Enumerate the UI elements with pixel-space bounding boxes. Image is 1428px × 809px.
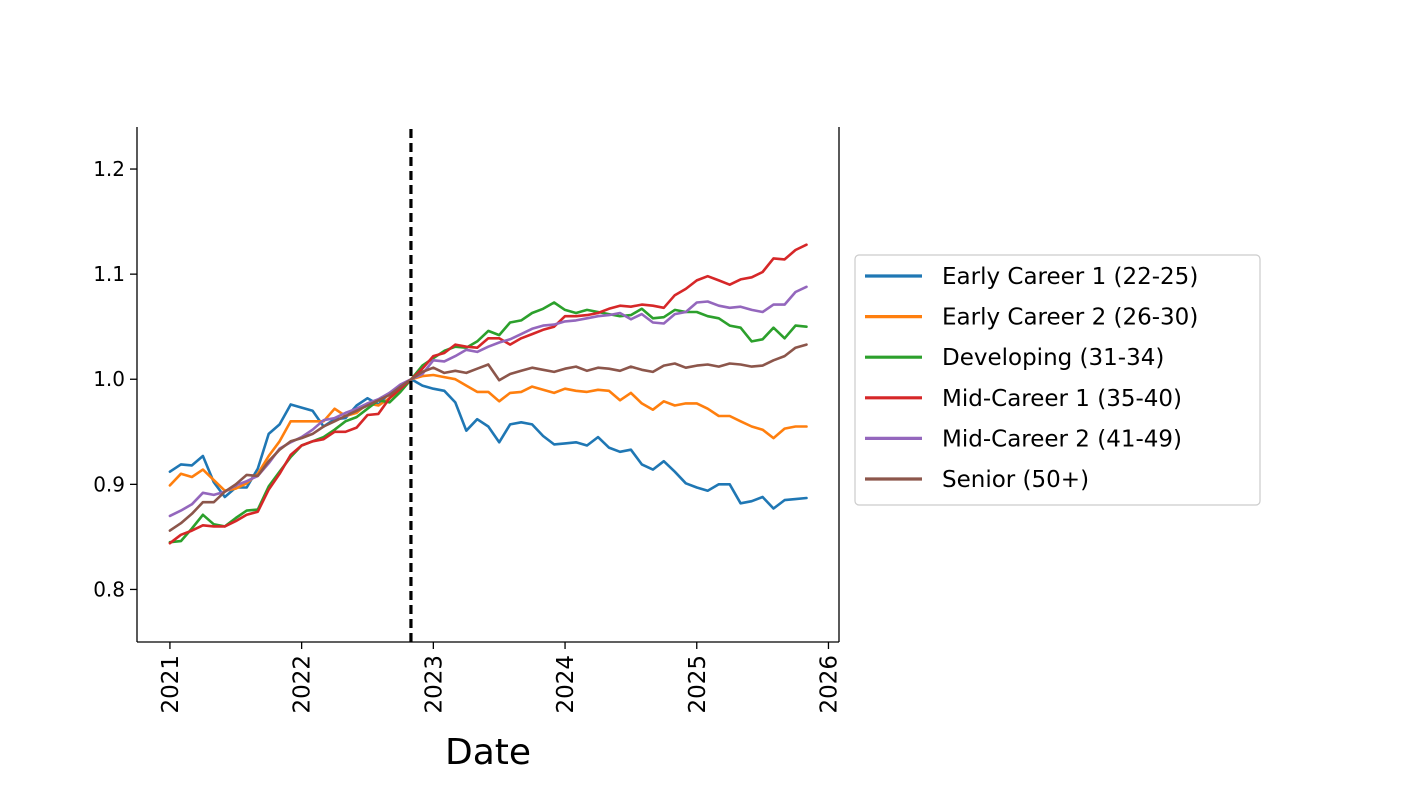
legend-label: Mid-Career 2 (41-49) <box>942 426 1182 452</box>
y-axis-ticks: 0.8 0.9 1.0 1.1 1.2 <box>93 157 137 601</box>
x-tick-label: 2024 <box>553 655 579 714</box>
series-line-5 <box>168 285 808 518</box>
legend-label: Early Career 1 (22-25) <box>942 264 1198 290</box>
x-tick-label: 2022 <box>290 655 316 714</box>
y-tick-label: 1.1 <box>93 262 125 286</box>
y-tick-label: 0.8 <box>93 577 125 601</box>
series-line-4 <box>168 243 808 545</box>
series-line-2 <box>168 373 808 492</box>
x-tick-label: 2023 <box>421 655 447 714</box>
legend-frame <box>854 254 1261 506</box>
legend-label: Mid-Career 1 (35-40) <box>942 386 1182 412</box>
legend-label: Senior (50+) <box>942 467 1089 493</box>
x-tick-label: 2025 <box>685 655 711 714</box>
y-tick-label: 1.2 <box>93 157 125 181</box>
series-line-6 <box>168 343 808 532</box>
y-tick-label: 0.9 <box>93 472 125 496</box>
x-axis-label: Date <box>445 732 531 773</box>
legend: Early Career 1 (22-25) Early Career 2 (26… <box>854 254 1261 506</box>
x-tick-label: 2026 <box>816 655 842 714</box>
x-axis-ticks: 2021 2022 2023 2024 2025 2026 <box>158 642 842 714</box>
legend-label: Early Career 2 (26-30) <box>942 305 1198 331</box>
y-tick-label: 1.0 <box>93 367 125 391</box>
series-lines <box>168 243 808 545</box>
series-line-1 <box>168 377 808 510</box>
legend-label: Developing (31-34) <box>942 345 1164 371</box>
series-line-3 <box>168 301 808 544</box>
x-tick-label: 2021 <box>158 655 184 714</box>
